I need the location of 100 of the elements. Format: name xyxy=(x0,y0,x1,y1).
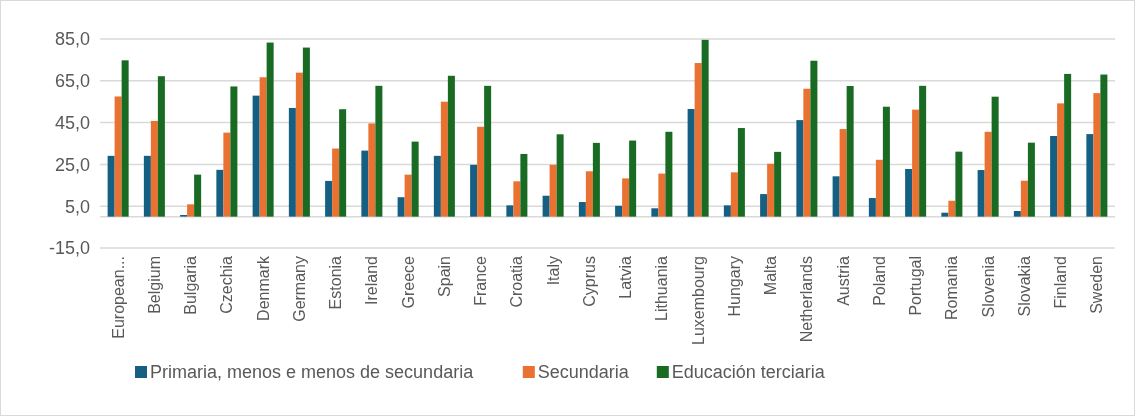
legend-label: Secundaria xyxy=(537,362,630,382)
bar xyxy=(223,132,231,217)
bar xyxy=(484,85,492,217)
bar xyxy=(332,148,340,217)
x-tick-label: Latvia xyxy=(617,255,635,299)
x-tick-label: Slovakia xyxy=(1015,255,1033,317)
bar xyxy=(578,202,586,217)
bar xyxy=(266,42,274,217)
bar xyxy=(803,88,811,217)
bar xyxy=(941,212,949,217)
bar xyxy=(1027,142,1035,217)
x-tick-label: Estonia xyxy=(327,255,345,310)
bar xyxy=(252,95,260,217)
bar xyxy=(230,86,238,217)
bar xyxy=(1064,73,1072,217)
bar xyxy=(882,106,890,217)
x-tick-label: Spain xyxy=(435,256,453,297)
bar xyxy=(506,205,514,217)
bar xyxy=(361,150,369,217)
bar xyxy=(796,120,804,217)
x-tick-label: European... xyxy=(109,256,127,339)
bar xyxy=(984,131,992,217)
x-tick-label: Finland xyxy=(1052,256,1070,309)
bar xyxy=(592,142,600,217)
bar xyxy=(723,205,731,217)
bar xyxy=(107,155,115,217)
y-tick-label: -15,0 xyxy=(48,238,90,259)
bar xyxy=(477,126,485,217)
bar xyxy=(542,195,550,217)
x-tick-label: Germany xyxy=(290,256,308,322)
bar xyxy=(411,141,419,217)
bar xyxy=(194,174,202,217)
y-tick-label: 45,0 xyxy=(54,112,90,133)
x-tick-label: Italy xyxy=(544,256,562,286)
legend-label: Educación terciaria xyxy=(671,362,826,382)
bar xyxy=(513,181,521,217)
x-tick-label: Poland xyxy=(870,256,888,306)
x-tick-label: Austria xyxy=(834,255,852,306)
bar xyxy=(737,128,745,217)
bar xyxy=(187,204,195,217)
bar xyxy=(157,76,165,217)
bar xyxy=(368,123,376,217)
bar xyxy=(991,96,999,217)
bar xyxy=(658,173,666,217)
bar xyxy=(1020,180,1028,217)
bar xyxy=(339,109,347,217)
bar xyxy=(846,86,854,217)
x-tick-label: France xyxy=(472,255,490,306)
x-tick-label: Portugal xyxy=(907,256,925,316)
bar xyxy=(556,134,564,217)
y-tick-label: 65,0 xyxy=(54,71,90,92)
y-tick-label: 85,0 xyxy=(54,29,90,50)
x-tick-label: Greece xyxy=(399,255,417,309)
bar xyxy=(810,60,818,217)
bar xyxy=(216,169,224,217)
y-tick-label: 25,0 xyxy=(54,154,90,175)
bar xyxy=(767,163,775,217)
bar xyxy=(701,39,709,217)
x-tick-label: Cyprus xyxy=(580,256,598,307)
bar xyxy=(259,77,267,217)
bar xyxy=(651,208,659,217)
x-tick-label: Ireland xyxy=(363,256,381,305)
bar xyxy=(760,194,768,217)
y-tick-label: 5,0 xyxy=(64,196,90,217)
bar xyxy=(375,85,383,217)
bar xyxy=(977,170,985,217)
bar xyxy=(1057,103,1065,217)
bar xyxy=(875,159,883,217)
bar xyxy=(150,120,158,217)
bar xyxy=(143,155,151,217)
bar xyxy=(948,200,956,217)
x-tick-label: Lithuania xyxy=(653,255,671,321)
bar xyxy=(1093,93,1101,217)
bar xyxy=(774,151,782,217)
bar xyxy=(470,164,478,217)
bar xyxy=(447,75,455,217)
bar xyxy=(905,169,913,217)
bar xyxy=(404,174,412,217)
x-tick-label: Netherlands xyxy=(798,256,816,343)
bar xyxy=(629,140,637,217)
bar xyxy=(433,155,441,217)
bar xyxy=(615,205,623,217)
x-tick-label: Czechia xyxy=(218,255,236,314)
x-tick-label: Bulgaria xyxy=(182,255,200,315)
bar xyxy=(665,131,673,217)
x-tick-label: Sweden xyxy=(1088,256,1106,314)
legend-label: Primaria, menos e menos de secundaria xyxy=(150,362,475,382)
bar xyxy=(1050,135,1058,217)
bar xyxy=(694,63,702,217)
x-tick-label: Romania xyxy=(943,255,961,321)
bar xyxy=(687,109,695,217)
bar xyxy=(325,180,333,217)
bar xyxy=(397,197,405,217)
bar xyxy=(440,101,448,217)
bar xyxy=(730,172,738,217)
x-tick-label: Malta xyxy=(762,255,780,296)
x-tick-label: Slovenia xyxy=(979,255,997,318)
bar xyxy=(114,96,122,217)
bar xyxy=(955,151,963,217)
bar xyxy=(549,164,557,217)
